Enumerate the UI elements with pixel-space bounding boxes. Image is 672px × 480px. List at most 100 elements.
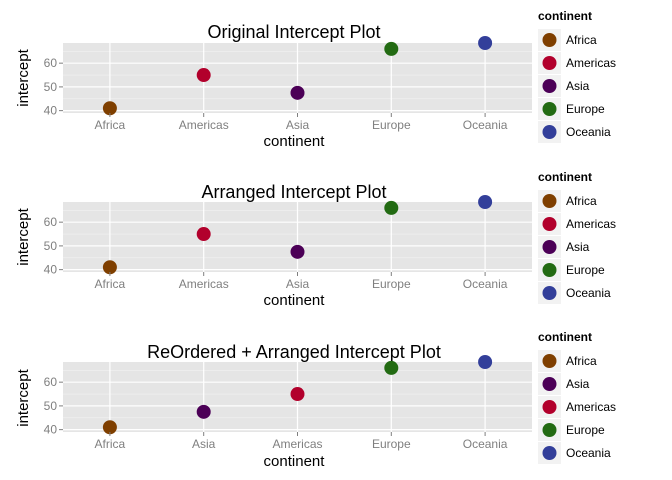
- legend-key-oceania: [542, 286, 557, 300]
- legend-key-europe: [542, 423, 557, 437]
- legend-key-oceania: [542, 125, 557, 139]
- legend-label: Americas: [566, 217, 616, 231]
- legend-label: Asia: [566, 240, 590, 254]
- legend: continent Africa Americas Asia Europe Oceani…: [538, 9, 616, 143]
- data-point-oceania: [478, 36, 493, 50]
- legend-key-americas: [542, 400, 557, 414]
- data-point-europe: [384, 360, 399, 375]
- x-tick-label: Europe: [372, 118, 411, 132]
- x-axis-title: continent: [264, 292, 326, 309]
- legend-title: continent: [538, 9, 592, 23]
- legend-label: Oceania: [566, 286, 611, 300]
- data-point-asia: [290, 85, 305, 100]
- data-point-europe: [384, 41, 399, 56]
- y-tick-label: 40: [44, 423, 58, 437]
- legend-label: Asia: [566, 377, 590, 391]
- data-point-europe: [384, 200, 399, 215]
- plot-title: Original Intercept Plot: [207, 22, 380, 42]
- y-tick-label: 60: [44, 56, 58, 70]
- x-tick-label: Americas: [272, 437, 322, 451]
- legend-label: Americas: [566, 400, 616, 414]
- legend-label: Europe: [566, 102, 605, 116]
- data-point-asia: [196, 404, 211, 419]
- y-tick-label: 40: [44, 263, 58, 277]
- plot-title: ReOrdered + Arranged Intercept Plot: [147, 342, 441, 362]
- y-tick-label: 50: [44, 399, 58, 413]
- legend-label: Europe: [566, 263, 605, 277]
- x-tick-label: Americas: [179, 118, 229, 132]
- legend-label: Africa: [566, 194, 597, 208]
- legend-key-oceania: [542, 446, 557, 460]
- legend-key-asia: [542, 79, 557, 93]
- data-point-africa: [102, 420, 117, 435]
- y-tick-label: 50: [44, 239, 58, 253]
- legend-label: Oceania: [566, 125, 611, 139]
- legend-label: Americas: [566, 56, 616, 70]
- data-point-oceania: [478, 355, 493, 369]
- legend-key-americas: [542, 56, 557, 70]
- data-point-africa: [102, 101, 117, 116]
- y-axis-title: intercept: [15, 48, 32, 106]
- x-tick-label: Oceania: [463, 118, 508, 132]
- data-point-americas: [196, 68, 211, 83]
- data-point-asia: [290, 244, 305, 259]
- legend-key-asia: [542, 240, 557, 254]
- x-tick-label: Asia: [286, 118, 310, 132]
- x-axis-title: continent: [264, 453, 326, 470]
- x-tick-label: Europe: [372, 277, 411, 291]
- reordered-arranged-intercept-plot: ReOrdered + Arranged Intercept Plot 40 50…: [15, 330, 616, 470]
- x-tick-label: Americas: [179, 277, 229, 291]
- y-axis-title: intercept: [15, 368, 32, 426]
- arranged-intercept-plot: Arranged Intercept Plot 40 50 60 Africa Ame…: [15, 170, 616, 309]
- legend-key-africa: [542, 354, 557, 368]
- original-intercept-plot: Original Intercept Plot 40 50 60 Africa Ame…: [15, 9, 616, 150]
- legend: continent Africa Americas Asia Europe Oceani…: [538, 170, 616, 304]
- data-point-oceania: [478, 195, 493, 209]
- data-points: [102, 36, 493, 116]
- y-tick-label: 60: [44, 375, 58, 389]
- y-tick-label: 40: [44, 104, 58, 118]
- y-axis-ticks: 40 50 60: [44, 56, 63, 118]
- x-axis-ticks: Africa Americas Asia Europe Oceania: [95, 113, 508, 132]
- x-axis-ticks: Africa Americas Asia Europe Oceania: [95, 272, 508, 291]
- x-axis-title: continent: [264, 133, 326, 150]
- legend-key-asia: [542, 377, 557, 391]
- legend: continent Africa Asia Americas Europe Oceani…: [538, 330, 616, 464]
- data-point-americas: [196, 227, 211, 242]
- legend-key-africa: [542, 33, 557, 47]
- legend-key-europe: [542, 102, 557, 116]
- data-point-africa: [102, 260, 117, 275]
- legend-label: Africa: [566, 33, 597, 47]
- grid-lines: [63, 43, 532, 113]
- legend-key-europe: [542, 263, 557, 277]
- x-tick-label: Africa: [95, 437, 126, 451]
- x-tick-label: Asia: [286, 277, 310, 291]
- legend-label: Africa: [566, 354, 597, 368]
- legend-key-americas: [542, 217, 557, 231]
- x-tick-label: Africa: [95, 277, 126, 291]
- x-tick-label: Oceania: [463, 437, 508, 451]
- data-points: [102, 355, 493, 435]
- data-point-americas: [290, 387, 305, 402]
- x-tick-label: Asia: [192, 437, 216, 451]
- x-tick-label: Oceania: [463, 277, 508, 291]
- x-tick-label: Europe: [372, 437, 411, 451]
- grid-lines: [63, 202, 532, 272]
- legend-label: Oceania: [566, 446, 611, 460]
- legend-title: continent: [538, 330, 592, 344]
- y-axis-title: intercept: [15, 207, 32, 265]
- x-tick-label: Africa: [95, 118, 126, 132]
- y-axis-ticks: 40 50 60: [44, 375, 63, 437]
- legend-key-africa: [542, 194, 557, 208]
- legend-label: Asia: [566, 79, 590, 93]
- y-tick-label: 60: [44, 215, 58, 229]
- y-axis-ticks: 40 50 60: [44, 215, 63, 277]
- plot-title: Arranged Intercept Plot: [201, 182, 386, 202]
- legend-title: continent: [538, 170, 592, 184]
- data-points: [102, 195, 493, 275]
- x-axis-ticks: Africa Asia Americas Europe Oceania: [95, 432, 508, 451]
- legend-label: Europe: [566, 423, 605, 437]
- y-tick-label: 50: [44, 80, 58, 94]
